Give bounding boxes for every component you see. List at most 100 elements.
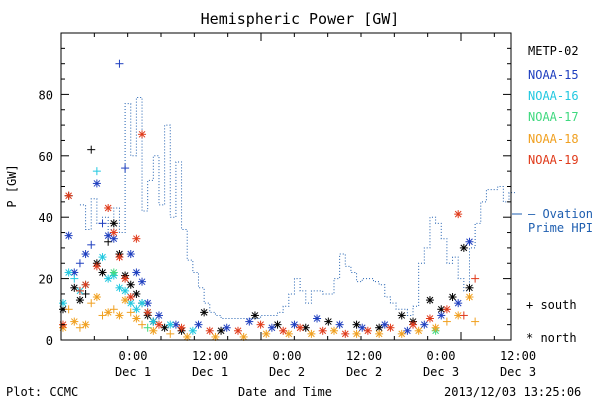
data-point bbox=[92, 293, 101, 302]
star-d2 bbox=[443, 305, 451, 313]
data-point bbox=[138, 299, 147, 308]
star-d2 bbox=[291, 321, 298, 329]
data-point bbox=[324, 317, 333, 326]
star-d2 bbox=[195, 321, 202, 329]
plot-frame bbox=[60, 32, 512, 341]
star-d2 bbox=[353, 321, 360, 329]
star-d2 bbox=[217, 327, 225, 335]
star-d2 bbox=[70, 318, 78, 325]
star-d2 bbox=[144, 309, 152, 316]
star-d2 bbox=[404, 327, 411, 335]
star-d2 bbox=[82, 321, 89, 329]
star-d2 bbox=[251, 312, 259, 319]
star-d2 bbox=[116, 253, 123, 261]
legend-noaa-17: NOAA-17 bbox=[528, 110, 579, 124]
data-point bbox=[279, 326, 288, 335]
x-tick-time: 0:00 bbox=[119, 349, 148, 363]
star-d2 bbox=[302, 324, 310, 332]
data-point bbox=[132, 305, 141, 314]
data-point bbox=[138, 130, 147, 139]
data-point bbox=[115, 253, 124, 262]
data-point bbox=[397, 329, 406, 338]
y-axis: 0 20 40 60 80 bbox=[39, 32, 511, 348]
data-point bbox=[465, 283, 474, 292]
star-d2 bbox=[65, 232, 72, 239]
star-d2 bbox=[437, 305, 445, 313]
data-point bbox=[64, 268, 73, 277]
data-point bbox=[87, 145, 96, 154]
data-point bbox=[121, 274, 130, 283]
star-d2 bbox=[466, 293, 473, 301]
star-d2 bbox=[341, 330, 349, 338]
x-tick-date: Dec 2 bbox=[346, 365, 382, 379]
star-d2 bbox=[206, 327, 214, 335]
data-point bbox=[104, 231, 113, 240]
data-point bbox=[104, 274, 113, 283]
data-point bbox=[98, 219, 107, 228]
data-point bbox=[81, 250, 90, 259]
data-point bbox=[126, 308, 135, 317]
data-point bbox=[256, 320, 265, 329]
star-d2 bbox=[279, 327, 287, 335]
data-point bbox=[115, 59, 124, 68]
data-point bbox=[143, 323, 152, 332]
data-point bbox=[64, 191, 73, 200]
data-point bbox=[138, 277, 147, 286]
star-d2 bbox=[110, 235, 118, 243]
data-point bbox=[307, 329, 316, 338]
data-point bbox=[87, 240, 96, 249]
data-point bbox=[132, 234, 141, 243]
data-point bbox=[166, 320, 175, 329]
data-point bbox=[273, 320, 282, 329]
data-point bbox=[126, 250, 135, 259]
data-point bbox=[296, 323, 305, 332]
star-d2 bbox=[144, 299, 152, 307]
star-d2 bbox=[149, 318, 157, 325]
x-tick-time: 0:00 bbox=[427, 349, 456, 363]
star-d2 bbox=[82, 250, 89, 258]
data-point bbox=[465, 293, 474, 302]
star-d2 bbox=[420, 321, 428, 329]
star-d2 bbox=[358, 324, 366, 332]
star-d2 bbox=[415, 327, 423, 335]
data-point bbox=[437, 311, 446, 320]
data-point bbox=[75, 286, 84, 295]
data-point bbox=[420, 320, 429, 329]
star-d2 bbox=[274, 321, 281, 329]
x-tick-time: 0:00 bbox=[273, 349, 302, 363]
star-d2 bbox=[336, 321, 343, 329]
star-d2 bbox=[70, 284, 78, 292]
data-point bbox=[200, 308, 209, 317]
star-d2 bbox=[116, 312, 123, 319]
data-point bbox=[380, 320, 389, 329]
x-tick-date: Dec 1 bbox=[115, 365, 151, 379]
plot-credit: Plot: CCMC bbox=[6, 385, 79, 399]
data-point bbox=[425, 296, 434, 305]
x-tick-time: 12:00 bbox=[500, 349, 536, 363]
star-d2 bbox=[426, 315, 434, 322]
star-d2 bbox=[364, 327, 372, 335]
data-point bbox=[239, 332, 248, 341]
ovation-line bbox=[79, 96, 515, 320]
star-d2 bbox=[138, 299, 146, 307]
data-point bbox=[177, 323, 186, 332]
star-d2 bbox=[116, 284, 123, 292]
star-d2 bbox=[212, 333, 219, 341]
star-d2 bbox=[375, 324, 383, 332]
star-d2 bbox=[121, 275, 129, 282]
star-d2 bbox=[234, 327, 242, 335]
data-point bbox=[81, 280, 90, 289]
ovation-label-tick bbox=[512, 213, 522, 215]
star-d2 bbox=[454, 210, 462, 218]
star-d2 bbox=[133, 235, 140, 243]
data-point bbox=[109, 234, 118, 243]
data-point bbox=[454, 210, 463, 219]
star-d2 bbox=[375, 330, 383, 338]
star-d2 bbox=[257, 321, 264, 329]
star-d2 bbox=[262, 330, 270, 338]
star-d2 bbox=[70, 269, 78, 276]
data-point bbox=[70, 317, 79, 326]
star-d2 bbox=[387, 324, 394, 332]
star-d2 bbox=[466, 284, 473, 292]
